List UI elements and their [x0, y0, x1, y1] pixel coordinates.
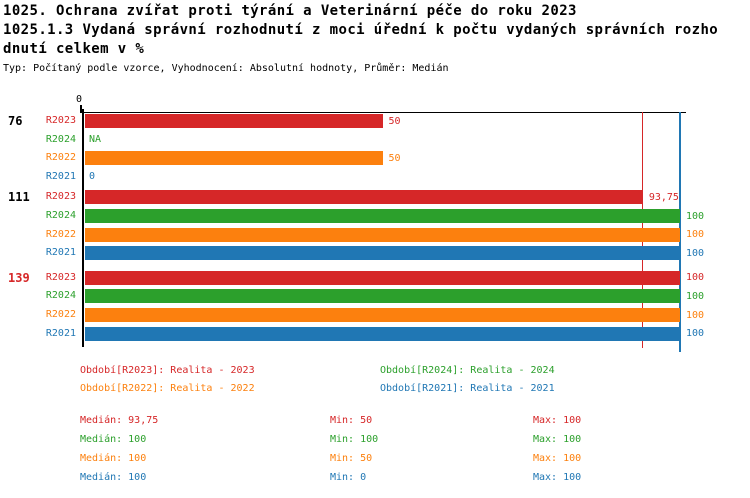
group-label: 111: [8, 190, 30, 205]
stat-max-r2022: Max: 100: [533, 453, 582, 464]
series-row-label: R2021: [45, 247, 76, 259]
bar-value-label: 93,75: [648, 191, 679, 203]
bar-value-label: 100: [686, 309, 705, 321]
series-row-label: R2021: [45, 327, 76, 339]
series-row-label: R2021: [45, 170, 76, 182]
group-label: 139: [8, 270, 30, 285]
bar-r2023: [85, 190, 643, 205]
stat-median-r2022: Medián: 100: [80, 453, 147, 464]
stat-min-r2022: Min: 50: [330, 453, 373, 464]
y-axis-line: [81, 109, 84, 347]
stat-max-r2024: Max: 100: [533, 434, 582, 445]
stat-median-r2023: Medián: 93,75: [80, 415, 159, 426]
series-row-label: R2022: [45, 309, 76, 320]
axis-zero-tick-label: 0: [76, 94, 83, 105]
legend-item-r2021: Období[R2021]: Realita - 2021: [380, 383, 555, 394]
stat-median-r2021: Medián: 100: [80, 472, 147, 483]
stat-min-r2021: Min: 0: [330, 472, 367, 483]
legend-item-r2023: Období[R2023]: Realita - 2023: [80, 365, 255, 376]
bar-value-label: 100: [686, 210, 705, 222]
bar-value-label: 100: [686, 272, 705, 284]
series-row-label: R2022: [45, 228, 76, 240]
stat-median-r2024: Medián: 100: [80, 434, 147, 445]
series-row-label: R2023: [45, 191, 76, 203]
bar-value-label: 100: [686, 247, 705, 259]
series-row-label: R2024: [45, 210, 76, 221]
series-row-label: R2023: [45, 115, 76, 126]
series-row-label: R2024: [45, 290, 76, 302]
legend-item-r2024: Období[R2024]: Realita - 2024: [380, 365, 555, 376]
bar-r2021: [85, 326, 680, 341]
group-label: 76: [8, 114, 23, 128]
stat-max-r2023: Max: 100: [533, 415, 582, 426]
bar-r2023: [85, 114, 383, 128]
bar-value-label: NA: [89, 134, 102, 146]
stat-min-r2023: Min: 50: [330, 415, 373, 426]
bar-r2024: [85, 289, 680, 304]
series-row-label: R2024: [45, 133, 76, 145]
bar-r2024: [85, 209, 680, 223]
stat-min-r2024: Min: 100: [330, 434, 379, 445]
bar-r2023: [85, 270, 680, 285]
bar-value-label: 0: [89, 171, 96, 183]
page-title-line-3: dnutí celkem v %: [3, 41, 145, 57]
bar-r2022: [85, 308, 680, 322]
bar-value-label: 50: [388, 152, 401, 164]
bar-r2022: [85, 227, 680, 242]
page-title-line-1: 1025. Ochrana zvířat proti týrání a Vete…: [3, 3, 577, 19]
bar-value-label: 100: [686, 290, 705, 302]
series-row-label: R2023: [45, 271, 76, 283]
bar-value-label: 100: [686, 328, 705, 340]
stat-max-r2021: Max: 100: [533, 472, 582, 483]
bar-r2022: [85, 151, 383, 166]
bar-value-label: 50: [388, 115, 401, 127]
series-row-label: R2022: [45, 152, 76, 164]
axis-zero-tick: [80, 104, 82, 113]
x-axis-line: [81, 111, 686, 113]
bar-value-label: 100: [686, 229, 705, 241]
page-title-line-2: 1025.1.3 Vydaná správní rozhodnutí z moc…: [3, 22, 719, 38]
bar-r2021: [85, 246, 680, 261]
legend-item-r2022: Období[R2022]: Realita - 2022: [80, 383, 255, 394]
chart-meta-line: Typ: Počítaný podle vzorce, Vyhodnocení:…: [3, 63, 449, 74]
